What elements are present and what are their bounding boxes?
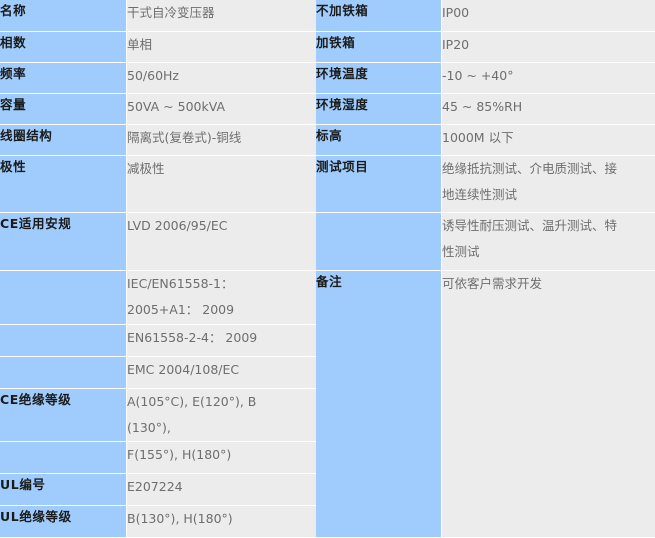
value-line: 50/60Hz [127, 63, 316, 89]
row-label: 不加铁箱 [316, 0, 442, 31]
row-label-empty [0, 270, 127, 324]
row-value: 50/60Hz [127, 62, 317, 93]
row-label: 环境温度 [316, 62, 442, 93]
row-label-empty [0, 356, 127, 388]
value-line: A(105°C), E(120°), B [127, 389, 316, 415]
row-value: 50VA ~ 500kVA [127, 93, 317, 124]
value-line: B(130°), H(180°) [127, 506, 316, 532]
table-row: 名称 干式自冷变压器 [0, 0, 316, 31]
row-value: 单相 [127, 31, 317, 62]
value-line: 可依客户需求开发 [442, 271, 655, 297]
row-value: A(105°C), E(120°), B (130°), [127, 388, 317, 441]
row-value: EMC 2004/108/EC [127, 356, 317, 388]
value-line: LVD 2006/95/EC [127, 213, 316, 239]
value-line: 50VA ~ 500kVA [127, 94, 316, 120]
row-label: 相数 [0, 31, 127, 62]
row-label: 名称 [0, 0, 127, 31]
row-value: 45 ~ 85%RH [442, 93, 655, 124]
table-row: 不加铁箱 IP00 [316, 0, 655, 31]
row-value: IP00 [442, 0, 655, 31]
table-row: 备注 可依客户需求开发 [316, 270, 655, 537]
table-row: 诱导性耐压测试、温升测试、特 性测试 [316, 212, 655, 270]
table-row: F(155°), H(180°) [0, 441, 316, 473]
row-label: 备注 [316, 270, 442, 537]
row-label: 频率 [0, 62, 127, 93]
row-value: IP20 [442, 31, 655, 62]
value-line: IP00 [442, 0, 655, 26]
value-line: -10 ~ +40° [442, 63, 655, 89]
value-line: 单相 [127, 32, 316, 58]
value-line: EN61558-2-4： 2009 [127, 325, 316, 351]
row-value: IEC/EN61558-1： 2005+A1： 2009 [127, 270, 317, 324]
table-row: 线圈结构 隔离式(复卷式)-铜线 [0, 124, 316, 155]
right-spec-table: 不加铁箱 IP00 加铁箱 IP20 环境温度 -10 ~ +40° 环境湿度 … [316, 0, 655, 538]
table-row: UL编号 E207224 [0, 473, 316, 505]
value-line: 2005+A1： 2009 [127, 297, 316, 323]
right-spec-column: 不加铁箱 IP00 加铁箱 IP20 环境温度 -10 ~ +40° 环境湿度 … [316, 0, 655, 537]
table-row: CE绝缘等级 A(105°C), E(120°), B (130°), [0, 388, 316, 441]
value-line: 性测试 [442, 239, 655, 265]
value-line: (130°), [127, 415, 316, 441]
table-row: 标高 1000M 以下 [316, 124, 655, 155]
value-line: IP20 [442, 32, 655, 58]
value-line: 绝缘抵抗测试、介电质测试、接 [442, 156, 655, 182]
row-value: -10 ~ +40° [442, 62, 655, 93]
row-label: UL编号 [0, 473, 127, 505]
row-value: 诱导性耐压测试、温升测试、特 性测试 [442, 212, 655, 270]
table-row: 环境温度 -10 ~ +40° [316, 62, 655, 93]
value-line: 45 ~ 85%RH [442, 94, 655, 120]
row-value: 干式自冷变压器 [127, 0, 317, 31]
row-label-empty [316, 212, 442, 270]
table-row: EN61558-2-4： 2009 [0, 324, 316, 356]
row-label: CE绝缘等级 [0, 388, 127, 441]
table-row: CE适用安规 LVD 2006/95/EC [0, 212, 316, 270]
row-value: 减极性 [127, 155, 317, 212]
row-value: 1000M 以下 [442, 124, 655, 155]
row-label: CE适用安规 [0, 212, 127, 270]
table-row: 极性 减极性 [0, 155, 316, 212]
table-row: IEC/EN61558-1： 2005+A1： 2009 [0, 270, 316, 324]
value-line: EMC 2004/108/EC [127, 357, 316, 383]
table-row: 相数 单相 [0, 31, 316, 62]
row-label: 环境湿度 [316, 93, 442, 124]
value-line: 隔离式(复卷式)-铜线 [127, 125, 316, 151]
table-row: EMC 2004/108/EC [0, 356, 316, 388]
row-label: 容量 [0, 93, 127, 124]
value-line: 减极性 [127, 156, 316, 182]
table-row: UL绝缘等级 B(130°), H(180°) [0, 505, 316, 537]
table-row: 测试项目 绝缘抵抗测试、介电质测试、接 地连续性测试 [316, 155, 655, 212]
row-label: UL绝缘等级 [0, 505, 127, 537]
value-line: IEC/EN61558-1： [127, 271, 316, 297]
row-label: 测试项目 [316, 155, 442, 212]
table-row: 环境湿度 45 ~ 85%RH [316, 93, 655, 124]
table-row: 频率 50/60Hz [0, 62, 316, 93]
value-line: F(155°), H(180°) [127, 442, 316, 468]
row-value: E207224 [127, 473, 317, 505]
row-label: 标高 [316, 124, 442, 155]
left-spec-column: 名称 干式自冷变压器 相数 单相 频率 50/60Hz 容量 50VA ~ 50… [0, 0, 316, 537]
row-value: 隔离式(复卷式)-铜线 [127, 124, 317, 155]
row-label-empty [0, 441, 127, 473]
table-row: 加铁箱 IP20 [316, 31, 655, 62]
row-value: 可依客户需求开发 [442, 270, 655, 537]
row-value: F(155°), H(180°) [127, 441, 317, 473]
value-line: 干式自冷变压器 [127, 0, 316, 26]
value-line: 地连续性测试 [442, 182, 655, 208]
row-value: B(130°), H(180°) [127, 505, 317, 537]
value-line: 1000M 以下 [442, 125, 655, 151]
row-value: LVD 2006/95/EC [127, 212, 317, 270]
row-label-empty [0, 324, 127, 356]
row-label: 加铁箱 [316, 31, 442, 62]
row-value: 绝缘抵抗测试、介电质测试、接 地连续性测试 [442, 155, 655, 212]
value-line: 诱导性耐压测试、温升测试、特 [442, 213, 655, 239]
table-row: 容量 50VA ~ 500kVA [0, 93, 316, 124]
row-value: EN61558-2-4： 2009 [127, 324, 317, 356]
value-line: E207224 [127, 474, 316, 500]
row-label: 线圈结构 [0, 124, 127, 155]
left-spec-table: 名称 干式自冷变压器 相数 单相 频率 50/60Hz 容量 50VA ~ 50… [0, 0, 316, 538]
row-label: 极性 [0, 155, 127, 212]
